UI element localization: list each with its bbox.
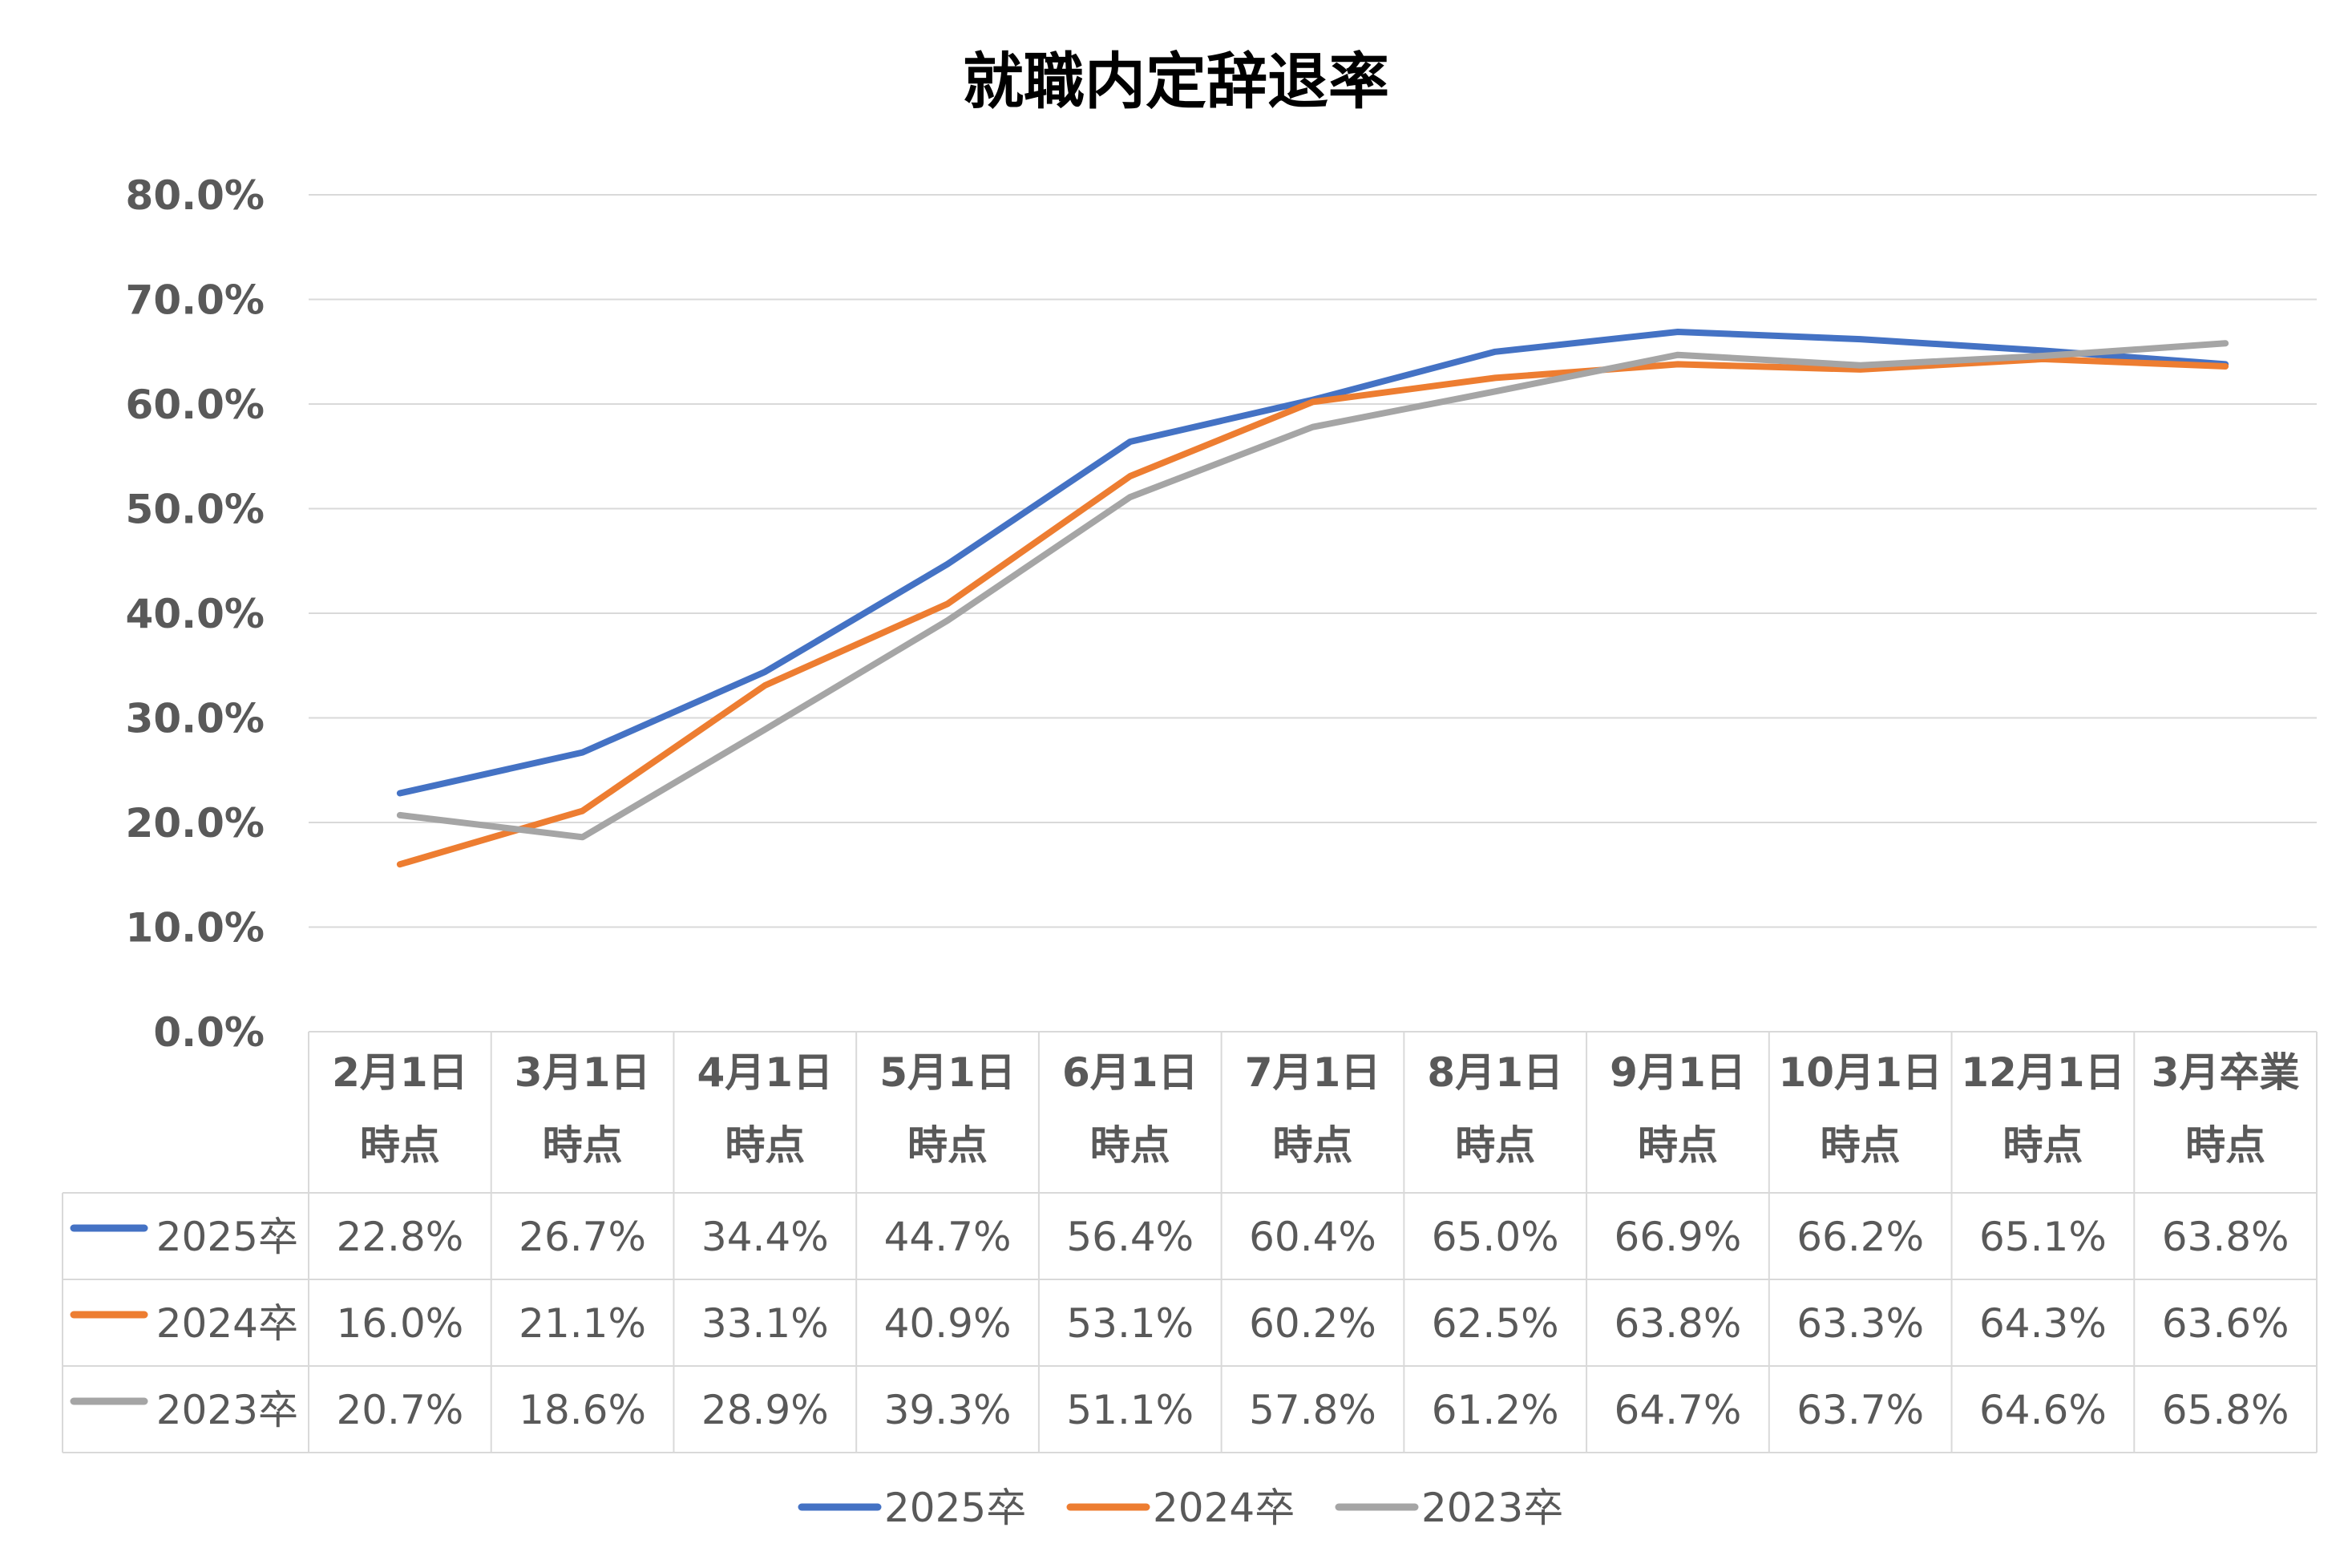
data-cell: 66.2% (1796, 1214, 1924, 1260)
category-label: 7月1日 (1245, 1049, 1381, 1096)
data-cell: 63.6% (2162, 1300, 2289, 1347)
data-cell: 56.4% (1066, 1214, 1194, 1260)
table-series-name: 2024卒 (156, 1300, 298, 1347)
category-label: 5月1日 (879, 1049, 1016, 1096)
legend-label: 2025卒 (884, 1485, 1026, 1531)
category-label: 3月1日 (515, 1049, 651, 1096)
data-cell: 65.8% (2162, 1387, 2289, 1433)
category-label: 時点 (1638, 1122, 1718, 1169)
data-cell: 57.8% (1249, 1387, 1376, 1433)
category-label: 時点 (725, 1122, 805, 1169)
y-tick-label: 10.0% (126, 905, 265, 952)
data-cell: 63.8% (2162, 1214, 2289, 1260)
data-cell: 39.3% (884, 1387, 1012, 1433)
data-cell: 33.1% (701, 1300, 829, 1347)
y-tick-label: 40.0% (126, 591, 265, 637)
data-cell: 22.8% (336, 1214, 463, 1260)
data-cell: 62.5% (1432, 1300, 1559, 1347)
category-label: 時点 (360, 1122, 440, 1169)
data-cell: 64.6% (1979, 1387, 2107, 1433)
data-cell: 26.7% (519, 1214, 646, 1260)
category-label: 時点 (2002, 1122, 2083, 1169)
category-label: 時点 (543, 1122, 623, 1169)
y-tick-label: 50.0% (126, 487, 265, 533)
data-cell: 44.7% (884, 1214, 1012, 1260)
category-label: 時点 (2185, 1122, 2265, 1169)
data-cell: 34.4% (701, 1214, 829, 1260)
category-label: 9月1日 (1610, 1049, 1746, 1096)
data-cell: 64.3% (1979, 1300, 2107, 1347)
data-cell: 61.2% (1432, 1387, 1559, 1433)
category-label: 2月1日 (332, 1049, 468, 1096)
data-cell: 63.3% (1796, 1300, 1924, 1347)
legend: 2025卒 2024卒 2023卒 (798, 1485, 1563, 1531)
legend-label: 2024卒 (1153, 1485, 1295, 1531)
category-label: 4月1日 (697, 1049, 834, 1096)
series-lines (396, 329, 2229, 868)
y-tick-label: 60.0% (126, 382, 265, 428)
table-series-name: 2025卒 (156, 1214, 298, 1260)
category-label: 時点 (1821, 1122, 1901, 1169)
data-cell: 64.7% (1614, 1387, 1742, 1433)
data-cell: 60.4% (1249, 1214, 1376, 1260)
y-tick-label: 30.0% (126, 696, 265, 742)
category-label: 10月1日 (1778, 1049, 1942, 1096)
chart-title: 就職内定辞退率 (963, 46, 1389, 117)
data-cell: 65.1% (1979, 1214, 2107, 1260)
data-cell: 65.0% (1432, 1214, 1559, 1260)
category-label: 時点 (1090, 1122, 1170, 1169)
data-cell: 40.9% (884, 1300, 1012, 1347)
data-cell: 21.1% (519, 1300, 646, 1347)
y-tick-label: 70.0% (126, 277, 265, 324)
y-tick-label: 20.0% (126, 800, 265, 847)
data-cell: 63.8% (1614, 1300, 1742, 1347)
series-line-2024卒 (396, 355, 2229, 868)
category-label: 12月1日 (1961, 1049, 2124, 1096)
category-label: 6月1日 (1062, 1049, 1198, 1096)
data-cell: 51.1% (1066, 1387, 1194, 1433)
data-cell: 63.7% (1796, 1387, 1924, 1433)
y-tick-label: 80.0% (126, 172, 265, 219)
category-label: 時点 (1273, 1122, 1353, 1169)
table-series-name: 2023卒 (156, 1387, 298, 1433)
category-label: 3月卒業 (2152, 1049, 2300, 1096)
data-cell: 16.0% (336, 1300, 463, 1347)
legend-label: 2023卒 (1421, 1485, 1563, 1531)
data-cell: 53.1% (1066, 1300, 1194, 1347)
y-tick-label: 0.0% (153, 1009, 265, 1056)
data-cell: 18.6% (519, 1387, 646, 1433)
data-cell: 60.2% (1249, 1300, 1376, 1347)
data-cell: 28.9% (701, 1387, 829, 1433)
data-cell: 20.7% (336, 1387, 463, 1433)
category-label: 8月1日 (1427, 1049, 1563, 1096)
y-axis-tick-labels: 0.0% 10.0% 20.0% 30.0% 40.0% 50.0% 60.0% 70.0% 8… (126, 172, 265, 1056)
category-label: 時点 (1455, 1122, 1535, 1169)
series-line-2023卒 (396, 340, 2229, 841)
category-label: 時点 (907, 1122, 988, 1169)
data-cell: 66.9% (1614, 1214, 1742, 1260)
